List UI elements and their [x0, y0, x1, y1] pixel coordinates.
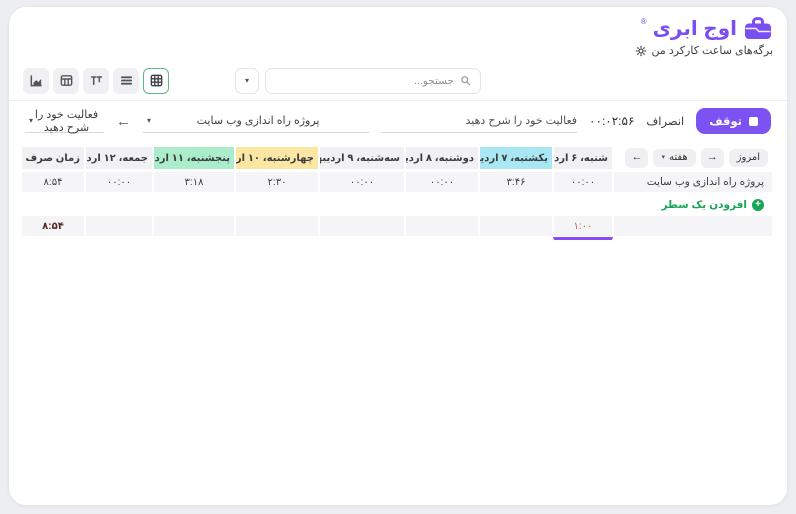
add-row-cell: + افزودن یک سطر	[613, 193, 773, 215]
empty-cell[interactable]	[153, 193, 235, 215]
empty-cell	[405, 215, 479, 237]
time-cell[interactable]: ۲:۳۰	[235, 171, 319, 193]
time-cell[interactable]: ۰۰:۰۰	[85, 171, 153, 193]
search-area: ▾	[235, 67, 481, 94]
empty-cell[interactable]	[479, 237, 553, 259]
chevron-down-icon: ▾	[244, 76, 249, 85]
entry-row	[21, 237, 773, 259]
activity-description-input[interactable]	[381, 114, 578, 127]
empty-cell[interactable]	[235, 193, 319, 215]
time-cell[interactable]: ۰۰:۰۰	[405, 171, 479, 193]
empty-cell	[235, 215, 319, 237]
week-navigation-cell: امروز → هفته ▾ ←	[613, 146, 773, 171]
brand-logo: اوج ابری ®	[641, 16, 773, 41]
toolbar-row: ▾	[9, 61, 787, 101]
empty-cell[interactable]	[153, 237, 235, 259]
activity-select-value: فعالیت خود را شرح دهید	[34, 108, 99, 134]
period-dropdown-value: هفته	[668, 152, 688, 163]
empty-total-cell	[21, 237, 85, 259]
summary-row-label	[613, 215, 773, 237]
add-row-label: افزودن یک سطر	[661, 198, 748, 211]
empty-cell[interactable]	[405, 237, 479, 259]
empty-cell	[85, 215, 153, 237]
timer-row: توقف انصراف ۰۰:۰۲:۵۶ پروژه راه اندازی وب…	[23, 102, 773, 140]
plus-icon: +	[752, 198, 764, 211]
briefcase-logo-icon	[743, 16, 773, 41]
day-header-thursday: پنجشنبه، ۱۱ اردیبهشت	[153, 146, 235, 171]
empty-cell[interactable]	[85, 193, 153, 215]
time-cell[interactable]: ۳:۱۸	[153, 171, 235, 193]
chevron-down-icon: ▾	[29, 116, 34, 125]
view-list-button[interactable]	[113, 67, 139, 94]
empty-cell[interactable]	[235, 237, 319, 259]
project-row-total: ۸:۵۴	[21, 171, 85, 193]
empty-cell[interactable]	[319, 193, 405, 215]
chevron-down-icon: ▾	[661, 153, 665, 161]
empty-cell	[319, 215, 405, 237]
time-cell[interactable]: ۰۰:۰۰	[319, 171, 405, 193]
empty-cell	[479, 215, 553, 237]
project-select-value: پروژه راه اندازی وب سایت	[196, 115, 320, 127]
search-field	[265, 67, 481, 94]
day-header-saturday: شنبه، ۶ اردیبهشت	[553, 146, 613, 171]
day-header-sunday: یکشنبه، ۷ اردیبهشت	[479, 146, 553, 171]
view-columns-button[interactable]	[83, 67, 109, 94]
add-row-row: + افزودن یک سطر	[21, 193, 773, 215]
chevron-down-icon: ▾	[147, 116, 152, 125]
search-icon	[459, 74, 472, 87]
page-title-row: برگه‌های ساعت کارکرد من	[635, 44, 774, 57]
view-chart-button[interactable]	[23, 67, 49, 94]
empty-cell	[153, 215, 235, 237]
view-grid-button[interactable]	[143, 67, 169, 94]
activity-select[interactable]: فعالیت خود را شرح دهید ▾	[25, 108, 105, 134]
today-button[interactable]: امروز	[728, 149, 768, 167]
next-week-button[interactable]: →	[700, 148, 724, 168]
day-header-tuesday: سه‌شنبه، ۹ اردیبهشت	[319, 146, 405, 171]
empty-cell[interactable]	[405, 193, 479, 215]
empty-cell[interactable]	[479, 193, 553, 215]
timesheet-card: اوج ابری ® برگه‌های ساعت کارکرد من	[8, 6, 788, 506]
stop-timer-button[interactable]: توقف	[696, 108, 771, 134]
summary-row: ۱:۰۰ ۸:۵۴	[21, 215, 773, 237]
empty-cell[interactable]	[553, 193, 613, 215]
cancel-timer-link[interactable]: انصراف	[646, 116, 685, 128]
time-entry-block[interactable]	[553, 237, 613, 259]
stop-button-label: توقف	[709, 116, 742, 128]
elapsed-time: ۰۰:۰۲:۵۶	[589, 114, 635, 128]
period-dropdown[interactable]: هفته ▾	[653, 149, 696, 167]
previous-week-button[interactable]: ←	[625, 148, 649, 168]
week-total-badge: ۸:۵۴	[21, 215, 85, 237]
brand-name: اوج ابری	[652, 18, 737, 40]
saturday-summary-value: ۱:۰۰	[553, 215, 613, 237]
project-row: پروژه راه اندازی وب سایت ۰۰:۰۰ ۳:۴۶ ۰۰:۰…	[21, 171, 773, 193]
empty-label-cell	[613, 237, 773, 259]
time-cell[interactable]: ۳:۴۶	[479, 171, 553, 193]
timesheet-table: امروز → هفته ▾ ← شنبه، ۶ اردیبهشت یکشنبه…	[21, 146, 773, 259]
search-input[interactable]	[274, 74, 454, 87]
day-header-wednesday: چهارشنبه، ۱۰ اردیبهشت	[235, 146, 319, 171]
registered-mark: ®	[640, 17, 647, 26]
spent-time-header: زمان صرف شده	[21, 146, 85, 171]
day-header-friday: جمعه، ۱۲ اردیبهشت	[85, 146, 153, 171]
stop-icon	[749, 116, 758, 126]
view-calendar-button[interactable]	[53, 67, 79, 94]
empty-total-cell	[21, 193, 85, 215]
view-mode-switcher	[23, 67, 169, 94]
project-row-label: پروژه راه اندازی وب سایت	[613, 171, 773, 193]
time-cell[interactable]: ۰۰:۰۰	[553, 171, 613, 193]
empty-cell[interactable]	[319, 237, 405, 259]
page-title: برگه‌های ساعت کارکرد من	[651, 45, 774, 57]
project-select[interactable]: پروژه راه اندازی وب سایت ▾	[143, 109, 370, 133]
app-header: اوج ابری ® برگه‌های ساعت کارکرد من	[9, 7, 787, 61]
activity-description-field	[381, 109, 578, 133]
day-header-monday: دوشنبه، ۸ اردیبهشت	[405, 146, 479, 171]
assign-arrow-icon[interactable]: ←	[116, 112, 132, 130]
add-row-button[interactable]: + افزودن یک سطر	[661, 198, 764, 211]
empty-cell[interactable]	[85, 237, 153, 259]
settings-gear-icon[interactable]	[635, 45, 647, 57]
search-filter-dropdown[interactable]: ▾	[235, 67, 259, 94]
